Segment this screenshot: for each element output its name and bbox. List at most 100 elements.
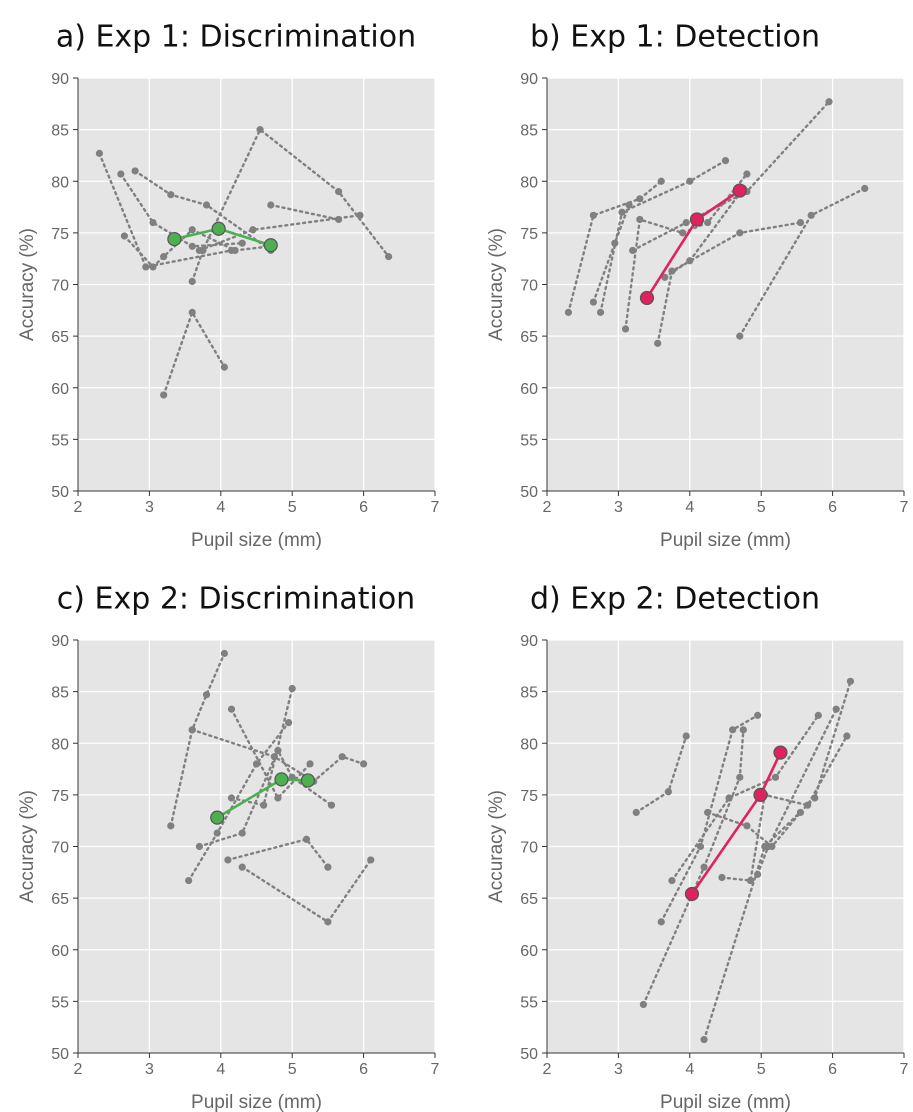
- participant-point: [657, 918, 665, 926]
- mean-point: [773, 745, 788, 760]
- participant-point: [302, 835, 311, 843]
- y-tick-label: 80: [51, 174, 69, 191]
- participant-point: [736, 332, 744, 340]
- participant-point: [227, 705, 236, 713]
- participant-point: [564, 308, 573, 316]
- mean-point: [211, 221, 226, 236]
- participant-point: [188, 308, 196, 316]
- x-tick-label: 5: [288, 499, 297, 516]
- mean-point: [689, 212, 705, 227]
- participant-point: [149, 263, 157, 271]
- mean-point: [732, 183, 747, 198]
- y-axis-title: Accuracy (%): [486, 790, 507, 903]
- participant-point: [814, 711, 822, 719]
- participant-point: [718, 873, 726, 882]
- y-tick-label: 50: [520, 1046, 538, 1063]
- participant-line: [631, 100, 831, 252]
- participant-point: [664, 788, 672, 796]
- mean-series: [684, 745, 788, 902]
- x-tick-label: 7: [900, 499, 909, 516]
- participant-point: [327, 801, 336, 809]
- participant-series: [639, 726, 747, 1009]
- y-axis-title: Accuracy (%): [17, 228, 38, 341]
- x-axis-title: Pupil size (mm): [191, 1092, 322, 1112]
- participant-line: [599, 159, 727, 314]
- y-tick-label: 75: [51, 226, 69, 243]
- x-tick-label: 6: [828, 1061, 837, 1078]
- participant-line: [642, 728, 745, 1006]
- mean-point: [753, 787, 768, 802]
- participant-point: [807, 211, 815, 219]
- x-tick-label: 6: [359, 499, 368, 516]
- panel-title: d) Exp 2: Detection: [530, 582, 820, 617]
- participant-series: [227, 684, 296, 809]
- participant-point: [729, 726, 737, 734]
- x-tick-label: 4: [216, 499, 225, 516]
- y-axis-title: Accuracy (%): [486, 228, 507, 341]
- x-tick-label: 3: [145, 499, 154, 516]
- y-tick-label: 65: [520, 329, 538, 346]
- panel-title: b) Exp 1: Detection: [530, 20, 820, 55]
- participant-line: [660, 714, 759, 924]
- y-axis-title: Accuracy (%): [17, 790, 38, 903]
- participant-point: [629, 246, 637, 255]
- x-tick-label: 5: [757, 1061, 766, 1078]
- participant-point: [117, 170, 125, 178]
- participant-series: [668, 711, 822, 885]
- participant-point: [704, 808, 712, 817]
- x-tick-label: 5: [288, 1061, 297, 1078]
- participant-series: [131, 167, 275, 255]
- participant-line: [230, 708, 312, 801]
- participant-point: [796, 808, 805, 817]
- participant-point: [796, 218, 805, 227]
- participant-line: [702, 680, 852, 1041]
- y-tick-label: 60: [51, 381, 69, 398]
- y-tick-label: 75: [51, 788, 69, 805]
- participant-series: [632, 732, 690, 817]
- participant-point: [754, 711, 762, 719]
- participant-line: [162, 309, 226, 397]
- participant-point: [306, 760, 314, 768]
- y-tick-label: 65: [51, 329, 69, 346]
- x-tick-label: 2: [74, 1061, 83, 1078]
- y-tick-label: 85: [51, 685, 69, 702]
- participant-point: [195, 246, 203, 255]
- participant-point: [224, 856, 232, 864]
- participant-point: [338, 753, 346, 761]
- y-tick-label: 65: [51, 891, 69, 908]
- participant-point: [249, 226, 257, 234]
- participant-point: [725, 794, 733, 802]
- participant-point: [736, 229, 744, 237]
- participant-point: [360, 760, 368, 768]
- x-tick-label: 2: [543, 499, 552, 516]
- participant-point: [686, 177, 694, 185]
- participant-point: [231, 246, 239, 255]
- participant-point: [661, 273, 669, 281]
- participant-point: [743, 822, 751, 830]
- x-axis-title: Pupil size (mm): [191, 530, 322, 551]
- mean-point: [263, 238, 278, 253]
- participant-point: [288, 684, 296, 693]
- mean-point: [639, 290, 655, 306]
- participant-point: [120, 232, 129, 240]
- participant-point: [618, 208, 626, 216]
- panel-4: d) Exp 2: Detection 2 3 4 5 6 7 50 55 60 65 70 75 80 8…: [486, 582, 909, 1112]
- participant-point: [256, 126, 264, 134]
- participant-line: [269, 203, 340, 221]
- participant-point: [188, 726, 196, 734]
- participant-point: [679, 229, 687, 237]
- participant-point: [188, 277, 196, 286]
- participant-series: [195, 211, 364, 255]
- x-tick-label: 3: [614, 1061, 623, 1078]
- y-tick-label: 50: [51, 484, 69, 501]
- participant-point: [356, 211, 364, 219]
- participant-point: [771, 773, 780, 781]
- y-tick-label: 90: [520, 633, 538, 650]
- mean-point: [274, 772, 289, 787]
- y-tick-label: 85: [520, 685, 538, 702]
- participant-series: [224, 835, 332, 871]
- x-tick-label: 5: [757, 499, 766, 516]
- participant-point: [202, 201, 211, 209]
- participant-point: [185, 876, 193, 885]
- participant-point: [686, 257, 694, 265]
